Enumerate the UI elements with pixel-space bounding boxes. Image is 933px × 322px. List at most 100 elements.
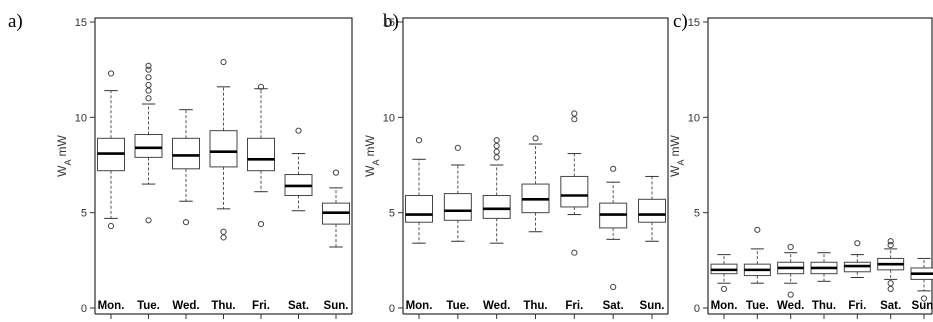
box-fri <box>560 110 589 256</box>
y-axis-label-sub: A <box>371 159 381 165</box>
x-tick-label: Tue. <box>746 300 769 312</box>
box-body <box>443 193 472 221</box>
outlier-point <box>145 87 152 94</box>
outlier-point <box>787 291 794 298</box>
box-thu <box>810 252 838 282</box>
outlier-point <box>787 243 794 251</box>
outlier-point <box>610 165 617 172</box>
box-body <box>638 198 666 223</box>
outlier-point <box>257 83 265 90</box>
outlier-point <box>145 81 152 89</box>
y-tick-label: 0 <box>389 303 395 315</box>
box-thu <box>521 135 550 233</box>
box-body <box>482 195 511 219</box>
y-axis-label: WAmW <box>668 134 686 176</box>
chart-panel-2: b) 0 5 10 15 WAmW Mon. Tue. Wed. Thu. Fri. Sat. Sun. <box>363 11 669 319</box>
box-sun <box>910 257 933 302</box>
outlier-point <box>887 280 894 287</box>
y-axis-label-unit: mW <box>363 134 377 156</box>
x-tick-label: Fri. <box>848 300 866 312</box>
y-tick-label: 5 <box>694 208 700 220</box>
y-axis-label-main: W <box>363 165 377 177</box>
box-body <box>134 133 163 158</box>
outlier-point <box>571 116 578 123</box>
outlier-point <box>415 137 423 144</box>
y-tick-label: 0 <box>81 303 87 315</box>
x-tick-label: Sun. <box>640 300 665 312</box>
box-fri <box>843 240 871 278</box>
outlier-point <box>920 295 928 302</box>
box-sun <box>322 169 350 248</box>
outlier-point <box>493 148 500 155</box>
plot-frame <box>94 17 353 314</box>
outlier-point <box>145 95 152 102</box>
plot-frame <box>402 17 669 314</box>
box-tue <box>743 226 771 284</box>
x-tick-label: Sun. <box>912 300 933 312</box>
outlier-point <box>493 137 500 144</box>
panel-label: b) <box>383 11 399 32</box>
y-axis-label-main: W <box>55 165 69 177</box>
outlier-point <box>854 240 861 247</box>
y-tick-label: 5 <box>81 208 87 220</box>
outlier-point <box>720 285 728 293</box>
plot-frame <box>707 17 933 314</box>
outlier-point <box>887 241 894 249</box>
x-tick-label: Sat. <box>880 300 901 312</box>
panel-label: a) <box>8 11 23 32</box>
box-body <box>560 175 589 208</box>
y-tick-label: 10 <box>688 112 700 124</box>
x-tick-label: Sat. <box>288 300 309 312</box>
box-mon <box>97 70 125 230</box>
outlier-point <box>295 127 302 134</box>
x-tick-label: Mon. <box>406 300 433 312</box>
x-tick-label: Thu. <box>211 300 235 312</box>
outlier-point <box>182 219 190 226</box>
box-sat <box>284 127 313 212</box>
box-wed <box>172 109 200 226</box>
outlier-point <box>220 58 227 66</box>
box-body <box>247 137 275 172</box>
y-axis-label-main: W <box>668 165 682 177</box>
y-axis-label-sub: A <box>63 159 73 165</box>
x-tick-label: Fri. <box>565 300 583 312</box>
x-tick-label: Thu. <box>812 300 836 312</box>
x-tick-label: Wed. <box>483 300 510 312</box>
x-tick-label: Mon. <box>711 300 738 312</box>
outlier-point <box>887 285 894 293</box>
outlier-point <box>493 142 500 150</box>
box-tue <box>134 62 163 224</box>
box-body <box>172 137 200 170</box>
y-axis-label: WAmW <box>363 134 381 176</box>
outlier-point <box>107 70 115 77</box>
box-wed <box>482 137 511 244</box>
outlier-point <box>145 62 152 69</box>
x-tick-label: Tue. <box>446 300 469 312</box>
box-mon <box>710 254 738 293</box>
outlier-point <box>145 74 152 81</box>
outlier-point <box>257 221 265 228</box>
outlier-point <box>610 283 617 291</box>
y-tick-label: 10 <box>383 112 395 124</box>
outlier-point <box>107 222 115 230</box>
x-tick-label: Fri. <box>252 300 270 312</box>
box-wed <box>777 243 805 298</box>
outlier-point <box>571 110 578 117</box>
y-tick-label: 0 <box>694 303 700 315</box>
outlier-point <box>887 238 894 245</box>
outlier-point <box>145 66 152 73</box>
x-tick-label: Wed. <box>777 300 804 312</box>
y-tick-label: 10 <box>75 112 87 124</box>
y-tick-label: 15 <box>383 17 395 29</box>
outlier-point <box>754 226 761 233</box>
y-axis-label-unit: mW <box>55 134 69 156</box>
box-sun <box>638 175 666 242</box>
x-tick-label: Tue. <box>137 300 160 312</box>
outlier-point <box>571 249 578 256</box>
outlier-point <box>493 154 500 161</box>
box-body <box>405 195 433 223</box>
box-thu <box>209 58 238 241</box>
x-tick-label: Thu. <box>523 300 547 312</box>
chart-panel-1: a) 0 5 10 15 WAmW Mon. Tue. Wed. Thu. Fri. Sat. Sun. <box>8 11 353 319</box>
